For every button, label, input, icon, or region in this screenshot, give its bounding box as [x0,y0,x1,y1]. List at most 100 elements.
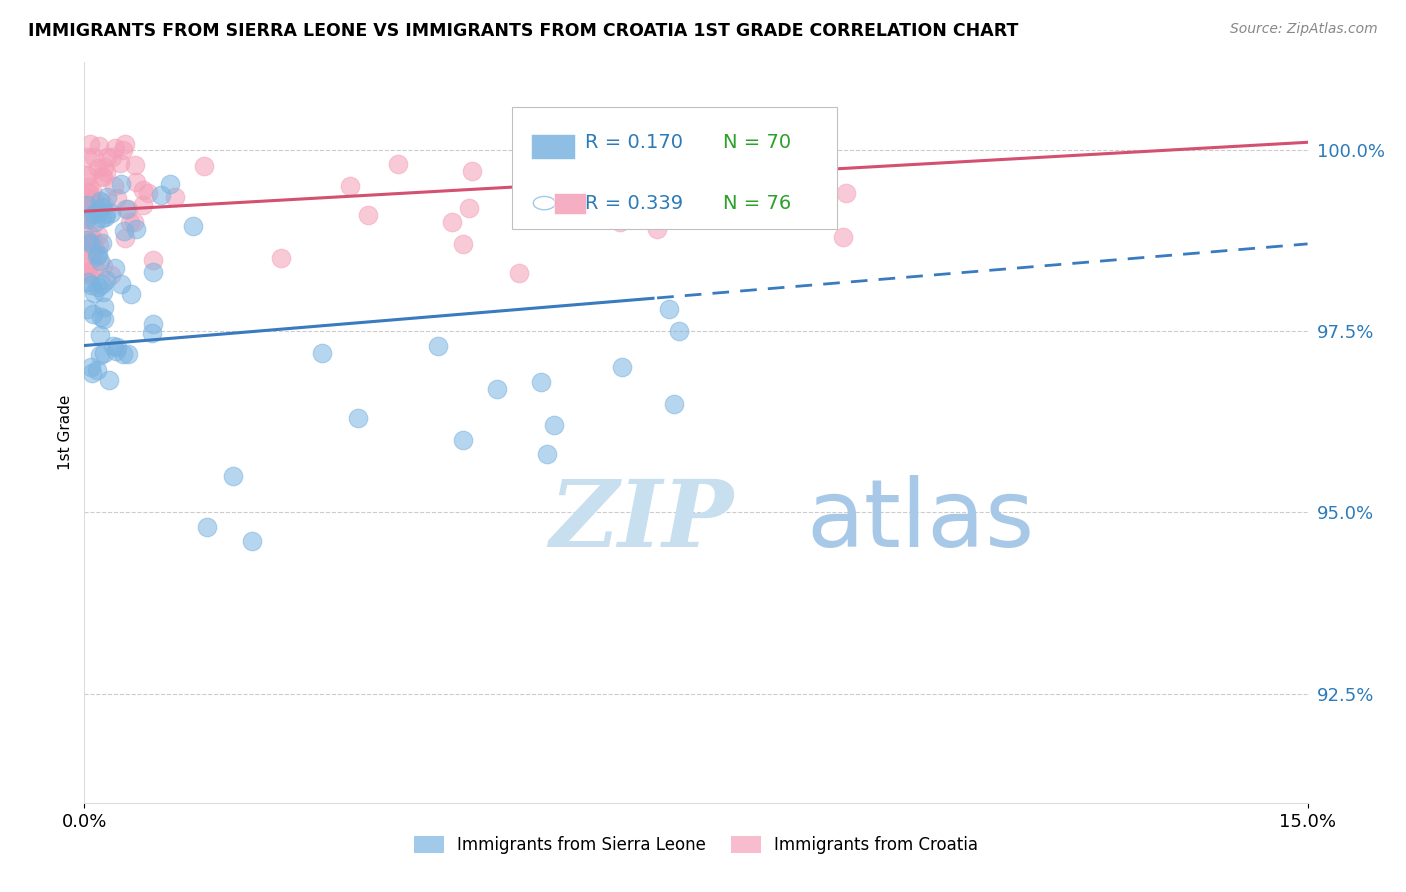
Point [77,186,100,200]
Point [105,191,128,205]
Point [141,326,163,341]
Point [90,310,112,324]
Point [142,253,165,268]
Point [835,186,858,200]
Point [86,203,108,218]
Point [114,231,136,245]
Point [76,169,98,184]
Point [79,137,101,152]
Point [89,237,111,252]
Point [112,224,135,238]
Text: N = 70: N = 70 [723,133,792,152]
Point [122,215,145,229]
Point [769,194,792,208]
Point [110,156,132,170]
Point [105,340,128,354]
Point [79,252,101,267]
Point [339,178,361,193]
Point [125,221,148,235]
Point [270,252,292,266]
Point [82,247,104,261]
Point [668,324,690,338]
Point [76,265,98,279]
Point [100,150,122,164]
Point [83,207,105,221]
Point [91,236,114,251]
Text: Source: ZipAtlas.com: Source: ZipAtlas.com [1230,22,1378,37]
Point [136,186,159,201]
Point [346,411,368,425]
Point [76,233,98,247]
Text: IMMIGRANTS FROM SIERRA LEONE VS IMMIGRANTS FROM CROATIA 1ST GRADE CORRELATION CH: IMMIGRANTS FROM SIERRA LEONE VS IMMIGRAN… [28,22,1018,40]
Point [104,260,127,275]
Point [142,317,165,331]
Point [76,211,98,226]
Point [91,195,114,210]
Point [124,158,146,172]
Point [543,418,565,433]
Point [441,215,464,229]
Point [77,268,100,283]
Point [832,229,855,244]
Point [77,180,100,194]
Point [83,240,105,254]
Point [357,208,380,222]
Point [115,202,138,216]
Point [664,396,686,410]
Text: R = 0.339: R = 0.339 [585,194,683,212]
Point [94,207,117,221]
Point [93,346,115,360]
Point [80,193,103,207]
Point [458,201,481,215]
Point [82,184,104,198]
Point [84,260,107,275]
Point [82,230,104,244]
Point [77,227,100,241]
Point [159,177,181,191]
Point [76,150,98,164]
Text: N = 76: N = 76 [723,194,792,212]
Point [221,469,243,483]
Point [647,222,669,236]
Point [609,215,631,229]
Point [76,197,98,211]
Point [717,201,740,215]
Point [142,265,165,279]
Point [149,188,172,202]
Point [90,277,112,292]
Point [96,272,118,286]
FancyBboxPatch shape [531,134,575,159]
Point [82,234,104,248]
Point [79,235,101,250]
Point [508,266,530,280]
Point [104,343,127,358]
Point [77,191,100,205]
Point [91,285,114,299]
Point [89,253,111,268]
Point [610,360,633,375]
Point [240,534,263,549]
Point [86,227,108,242]
Point [543,171,565,186]
Text: ZIP: ZIP [550,476,734,566]
Point [163,190,186,204]
Point [110,277,132,292]
Point [536,447,558,461]
Point [76,239,98,253]
Point [485,382,508,396]
Point [103,178,125,193]
Point [89,348,111,362]
Point [80,366,103,380]
Point [76,302,98,317]
Point [104,141,127,155]
Point [76,211,98,226]
Point [124,175,146,189]
Point [91,169,114,184]
Point [461,164,484,178]
Point [100,206,122,220]
Point [93,300,115,314]
Point [387,157,409,171]
Text: atlas: atlas [806,475,1035,567]
Point [90,201,112,215]
Point [93,161,115,175]
